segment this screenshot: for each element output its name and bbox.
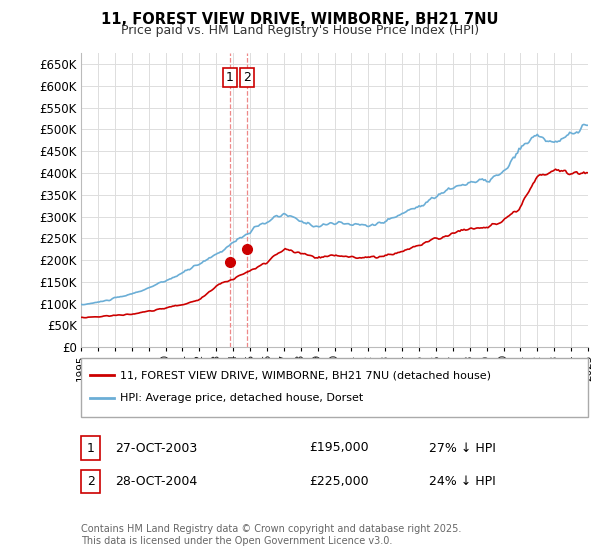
Text: 27-OCT-2003: 27-OCT-2003 bbox=[115, 441, 197, 455]
Text: 2: 2 bbox=[86, 475, 95, 488]
Text: 2: 2 bbox=[243, 71, 251, 83]
Text: HPI: Average price, detached house, Dorset: HPI: Average price, detached house, Dors… bbox=[120, 393, 363, 403]
Text: 1: 1 bbox=[226, 71, 234, 83]
Text: 28-OCT-2004: 28-OCT-2004 bbox=[115, 475, 197, 488]
Text: 27% ↓ HPI: 27% ↓ HPI bbox=[429, 441, 496, 455]
Text: £225,000: £225,000 bbox=[309, 475, 368, 488]
Text: 11, FOREST VIEW DRIVE, WIMBORNE, BH21 7NU: 11, FOREST VIEW DRIVE, WIMBORNE, BH21 7N… bbox=[101, 12, 499, 27]
Text: 24% ↓ HPI: 24% ↓ HPI bbox=[429, 475, 496, 488]
Text: 11, FOREST VIEW DRIVE, WIMBORNE, BH21 7NU (detached house): 11, FOREST VIEW DRIVE, WIMBORNE, BH21 7N… bbox=[120, 370, 491, 380]
Text: Contains HM Land Registry data © Crown copyright and database right 2025.
This d: Contains HM Land Registry data © Crown c… bbox=[81, 524, 461, 546]
Text: £195,000: £195,000 bbox=[309, 441, 368, 455]
Text: Price paid vs. HM Land Registry's House Price Index (HPI): Price paid vs. HM Land Registry's House … bbox=[121, 24, 479, 38]
Text: 1: 1 bbox=[86, 441, 95, 455]
